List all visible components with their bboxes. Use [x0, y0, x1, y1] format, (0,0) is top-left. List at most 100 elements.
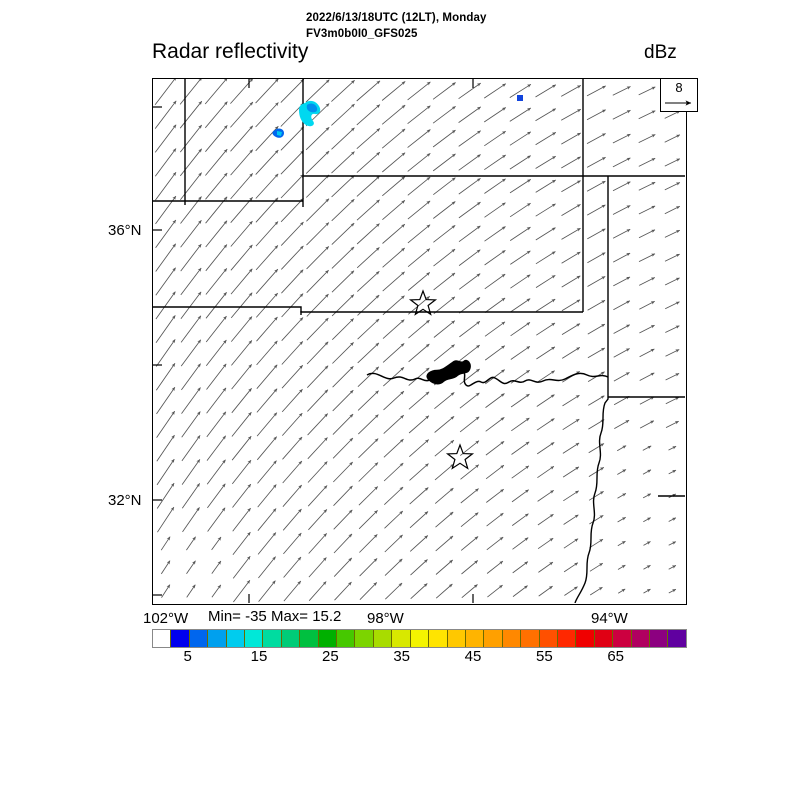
wind-vector — [613, 348, 630, 358]
wind-vector — [563, 490, 579, 502]
station-marker-north[interactable] — [408, 289, 438, 316]
map-panel[interactable] — [152, 78, 687, 605]
wind-vector — [283, 556, 302, 578]
wind-vector — [509, 202, 531, 218]
wind-vector — [232, 507, 251, 532]
wind-vector — [665, 301, 680, 310]
station-marker-layer[interactable] — [408, 289, 475, 470]
wind-vector — [306, 174, 330, 198]
wind-vector — [509, 179, 531, 194]
wind-vector — [410, 559, 428, 576]
wind-vector — [586, 133, 606, 144]
wind-vector — [586, 180, 606, 192]
wind-vector — [305, 79, 330, 103]
wind-vector — [432, 153, 456, 172]
wind-vector — [308, 581, 327, 601]
wind-vector — [156, 482, 175, 509]
wind-vector — [485, 464, 505, 480]
wind-vector — [280, 221, 304, 246]
wind-vector — [181, 363, 201, 391]
wind-vector — [561, 132, 581, 145]
wind-vector — [186, 560, 196, 575]
wind-vector — [307, 437, 328, 460]
wind-vector — [155, 172, 177, 201]
wind-vector — [230, 316, 253, 342]
wind-vector — [407, 248, 431, 268]
wind-vector — [306, 293, 329, 317]
wind-vector — [281, 269, 304, 294]
wind-vector — [410, 583, 428, 600]
wind-vector — [181, 459, 201, 485]
wind-vector — [435, 511, 454, 528]
wind-vector — [156, 410, 176, 438]
wind-vector — [307, 485, 328, 507]
colorbar-cell-11 — [355, 630, 374, 647]
wind-vector — [232, 483, 252, 508]
wind-vector — [255, 221, 279, 247]
wind-vector — [511, 441, 530, 455]
wind-vector — [538, 585, 553, 597]
wind-vector — [461, 560, 479, 575]
wind-vector — [433, 177, 456, 196]
wind-vector — [459, 320, 481, 338]
wind-vector — [207, 483, 226, 509]
wind-vector — [280, 174, 304, 199]
wind-vector — [588, 419, 605, 430]
wind-vector — [382, 176, 406, 197]
wind-vector — [509, 131, 532, 146]
wind-vector — [233, 579, 251, 603]
wind-vector — [638, 86, 656, 96]
wind-vector — [205, 244, 228, 272]
wind-vector — [435, 535, 454, 552]
wind-vector — [407, 224, 431, 244]
wind-vector — [381, 128, 406, 149]
wind-vector — [560, 85, 582, 97]
station-marker-south[interactable] — [445, 443, 475, 470]
wind-vector — [181, 387, 201, 414]
wind-vector — [156, 458, 175, 486]
wind-vector — [538, 561, 554, 573]
wind-vector — [383, 438, 404, 458]
wind-vector — [407, 129, 431, 148]
wind-vector — [612, 133, 631, 144]
wind-vector — [382, 247, 405, 268]
wind-vector — [639, 277, 655, 286]
wind-vector — [511, 465, 530, 479]
wind-vector — [588, 491, 604, 501]
wind-vector — [180, 339, 202, 367]
wind-vector — [356, 151, 381, 173]
wind-vector — [484, 249, 506, 266]
wind-vector — [484, 154, 506, 171]
axis-label-lat-36n: 36°N — [108, 222, 142, 239]
wind-vector — [459, 297, 481, 314]
wind-vector — [331, 151, 355, 174]
wind-vector — [643, 541, 651, 546]
wind-vector — [281, 388, 303, 413]
wind-vector — [614, 419, 630, 429]
wind-vector — [535, 203, 556, 217]
wind-vector — [205, 148, 228, 176]
colorbar-cell-25 — [613, 630, 632, 647]
wind-vector — [257, 460, 277, 484]
wind-vector — [638, 229, 656, 239]
wind-vector — [382, 152, 406, 173]
wind-vector — [255, 79, 279, 104]
wind-vector — [331, 222, 355, 245]
wind-vector — [435, 559, 453, 575]
wind-vector — [562, 418, 580, 431]
colorbar-cell-12 — [373, 630, 393, 647]
wind-vector — [458, 249, 481, 266]
wind-vector — [407, 200, 431, 220]
wind-vector — [206, 387, 227, 414]
wind-vector — [180, 172, 202, 200]
wind-vector — [512, 537, 529, 550]
wind-vector — [459, 368, 480, 385]
wind-vector — [486, 488, 504, 503]
colorbar-cell-7 — [281, 630, 301, 647]
wind-vector — [381, 104, 406, 125]
wind-vector — [186, 584, 196, 598]
wind-vector — [664, 110, 681, 119]
wind-vector — [664, 229, 680, 238]
wind-vector — [408, 367, 430, 386]
wind-vector — [356, 104, 381, 126]
